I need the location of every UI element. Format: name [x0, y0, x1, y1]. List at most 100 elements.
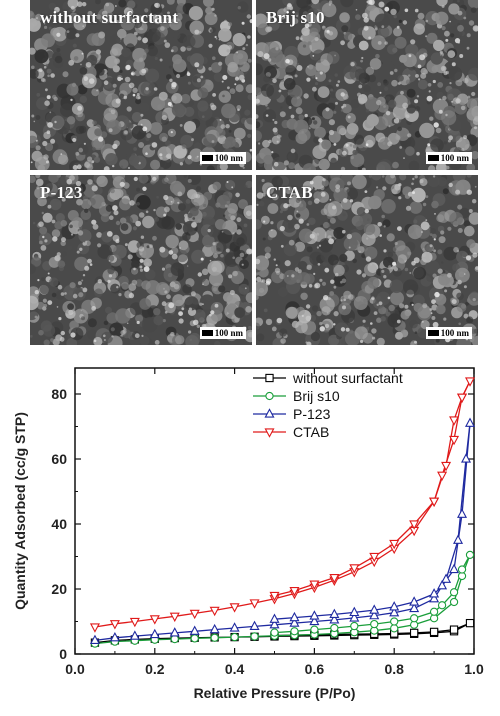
chart-svg: 0.0 0.2 0.4 0.6 0.8 1.0 0 20 40 60 80 Relative Pres…: [12, 367, 484, 701]
data-point: [265, 373, 274, 383]
data-point: [289, 586, 300, 597]
x-tick-label: 1.0: [464, 661, 484, 677]
y-tick-label: 20: [51, 581, 67, 597]
data-point: [457, 565, 467, 574]
data-point: [89, 634, 100, 645]
scale-bar-label: 100 nm: [214, 153, 243, 163]
data-point: [369, 604, 380, 614]
data-point: [189, 625, 200, 635]
data-point: [309, 580, 320, 590]
data-point: [465, 550, 475, 560]
sem-micrograph: [256, 175, 478, 345]
data-point: [437, 471, 448, 482]
sem-image-ctab: CTAB 100 nm: [256, 175, 478, 345]
sem-image-p-123: P-123 100 nm: [30, 175, 252, 345]
series-ctab: [89, 377, 476, 633]
data-point: [129, 630, 140, 640]
y-axis-label: Quantity Adsorbed (cc/g STP): [12, 412, 28, 610]
data-point: [441, 573, 452, 583]
data-point: [429, 592, 440, 603]
y-tick-label: 60: [51, 451, 67, 467]
data-point: [210, 633, 219, 642]
data-point: [249, 620, 260, 631]
data-point: [429, 497, 440, 508]
data-point: [349, 606, 360, 617]
y-tick-label: 40: [51, 516, 67, 532]
data-point: [264, 408, 275, 418]
data-point: [457, 393, 468, 404]
data-point: [289, 617, 300, 627]
data-point: [465, 618, 475, 628]
data-point: [329, 614, 340, 624]
data-point: [429, 627, 439, 637]
data-point: [269, 618, 280, 629]
data-point: [389, 606, 400, 617]
sem-label: CTAB: [266, 183, 313, 202]
data-point: [409, 602, 420, 613]
sem-micrograph: [30, 175, 252, 345]
data-point: [437, 601, 447, 610]
x-tick-label: 0.6: [305, 661, 325, 677]
x-axis-label: Relative Pressure (P/Po): [194, 685, 356, 701]
data-point: [449, 625, 459, 634]
data-point: [189, 609, 200, 620]
y-tick-label: 80: [51, 386, 67, 402]
x-tick-label: 0.0: [65, 661, 85, 677]
data-point: [89, 623, 100, 633]
x-tick-label: 0.2: [145, 661, 165, 677]
data-point: [265, 391, 274, 401]
series-brij-s10: [90, 550, 475, 648]
data-point: [269, 613, 280, 623]
data-point: [249, 599, 260, 609]
data-point: [269, 591, 280, 602]
data-point: [349, 612, 360, 622]
data-point: [229, 603, 240, 613]
sem-micrograph: [256, 0, 478, 170]
desorption-line: [274, 423, 471, 620]
sem-image-brij-s10: Brij s10 100 nm: [256, 0, 478, 170]
data-point: [309, 610, 320, 620]
sem-label: without surfactant: [40, 8, 179, 27]
data-point: [209, 606, 220, 617]
data-point: [250, 632, 259, 641]
scale-bar-label: 100 nm: [440, 328, 469, 338]
data-point: [449, 416, 460, 426]
sem-label: P-123: [40, 183, 83, 202]
data-point: [349, 564, 360, 574]
sem-image-grid: without surfactant 100 nm Brij s10 100 n…: [30, 0, 478, 345]
data-point: [170, 634, 179, 644]
data-point: [409, 520, 420, 530]
data-point: [464, 417, 476, 427]
data-point: [109, 631, 120, 642]
data-point: [290, 627, 299, 636]
data-point: [264, 428, 275, 438]
data-point: [209, 623, 220, 634]
scale-bar: 100 nm: [425, 327, 472, 339]
x-tick-label: 0.8: [384, 661, 404, 677]
data-point: [229, 622, 240, 632]
data-point: [330, 623, 339, 633]
data-point: [449, 588, 459, 597]
sem-micrograph: [30, 0, 252, 170]
data-point: [389, 601, 400, 611]
data-point: [309, 615, 320, 626]
legend-label: without surfactant: [292, 370, 403, 386]
data-point: [270, 628, 279, 637]
series-p-123: [89, 417, 476, 645]
scale-bar-label: 100 nm: [440, 153, 469, 163]
data-point: [129, 617, 140, 628]
data-point: [441, 461, 452, 472]
scale-bar: 100 nm: [199, 327, 246, 339]
data-point: [464, 377, 476, 387]
legend-label: Brij s10: [293, 388, 340, 404]
data-point: [310, 625, 319, 634]
adsorption-line: [94, 380, 471, 628]
y-tick-label: 0: [59, 646, 67, 662]
data-point: [350, 621, 359, 631]
isotherm-chart: 0.0 0.2 0.4 0.6 0.8 1.0 0 20 40 60 80 Relative Pres…: [0, 358, 500, 716]
data-point: [449, 435, 460, 446]
data-point: [169, 627, 180, 637]
data-point: [457, 508, 468, 518]
scale-bar-label: 100 nm: [214, 328, 243, 338]
data-point: [329, 608, 340, 619]
